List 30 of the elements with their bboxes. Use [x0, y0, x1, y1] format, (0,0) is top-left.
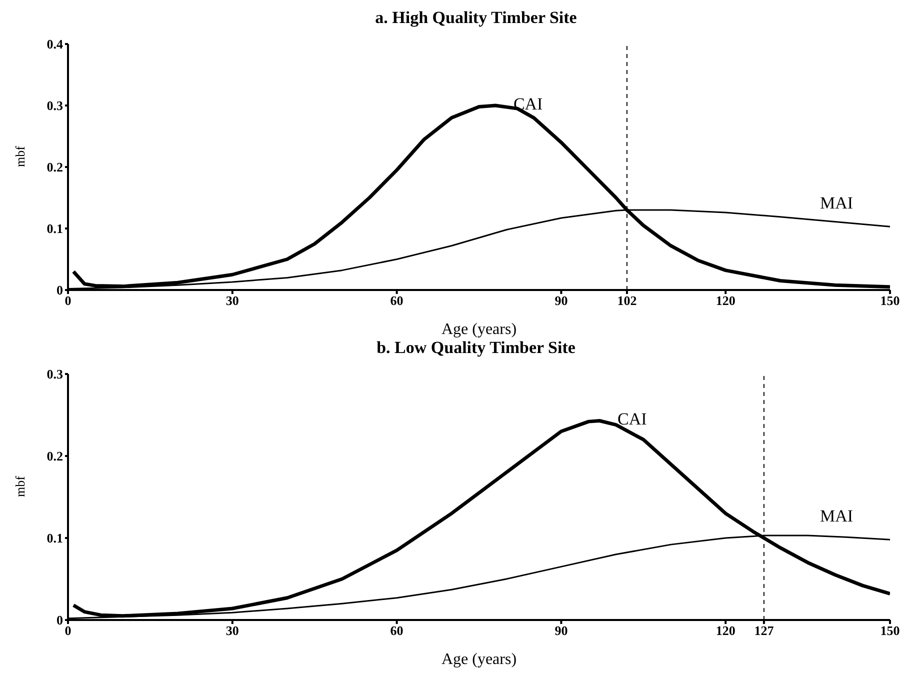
y-axis-title: mbf — [12, 475, 28, 497]
x-tick-label: 60 — [390, 293, 404, 308]
chart-title: a. High Quality Timber Site — [374, 8, 578, 29]
chart-title: b. Low Quality Timber Site — [376, 338, 576, 359]
x-axis-title: Age (years) — [441, 321, 517, 338]
y-axis-title: mbf — [12, 145, 28, 167]
x-tick-label: 30 — [226, 293, 239, 308]
y-tick-label: 0.3 — [46, 98, 64, 114]
y-tick-label: 0.1 — [46, 221, 63, 236]
x-axis-title: Age (years) — [441, 651, 517, 668]
x-tick-label: 120 — [716, 623, 736, 638]
y-tick-label: 0 — [56, 282, 63, 298]
y-tick-label: 0 — [56, 612, 63, 628]
x-tick-label: 30 — [226, 623, 239, 638]
y-tick-label: 0.2 — [46, 448, 63, 464]
x-tick-label: 102 — [617, 293, 637, 308]
series-label: CAI — [618, 410, 648, 429]
x-tick-label: 90 — [554, 623, 568, 638]
y-tick-label: 0.1 — [46, 530, 63, 546]
y-tick-label: 0.2 — [46, 160, 63, 175]
x-tick-label: 127 — [754, 623, 774, 638]
y-tick-label: 0.3 — [46, 366, 64, 382]
series-label: MAI — [820, 194, 854, 213]
y-tick-label: 0.4 — [46, 36, 64, 52]
series-label: MAI — [820, 506, 854, 526]
x-tick-label: 120 — [716, 293, 736, 308]
x-tick-label: 150 — [880, 623, 900, 638]
x-tick-label: 60 — [390, 623, 404, 638]
x-tick-label: 150 — [880, 293, 900, 308]
x-tick-label: 90 — [554, 293, 568, 308]
